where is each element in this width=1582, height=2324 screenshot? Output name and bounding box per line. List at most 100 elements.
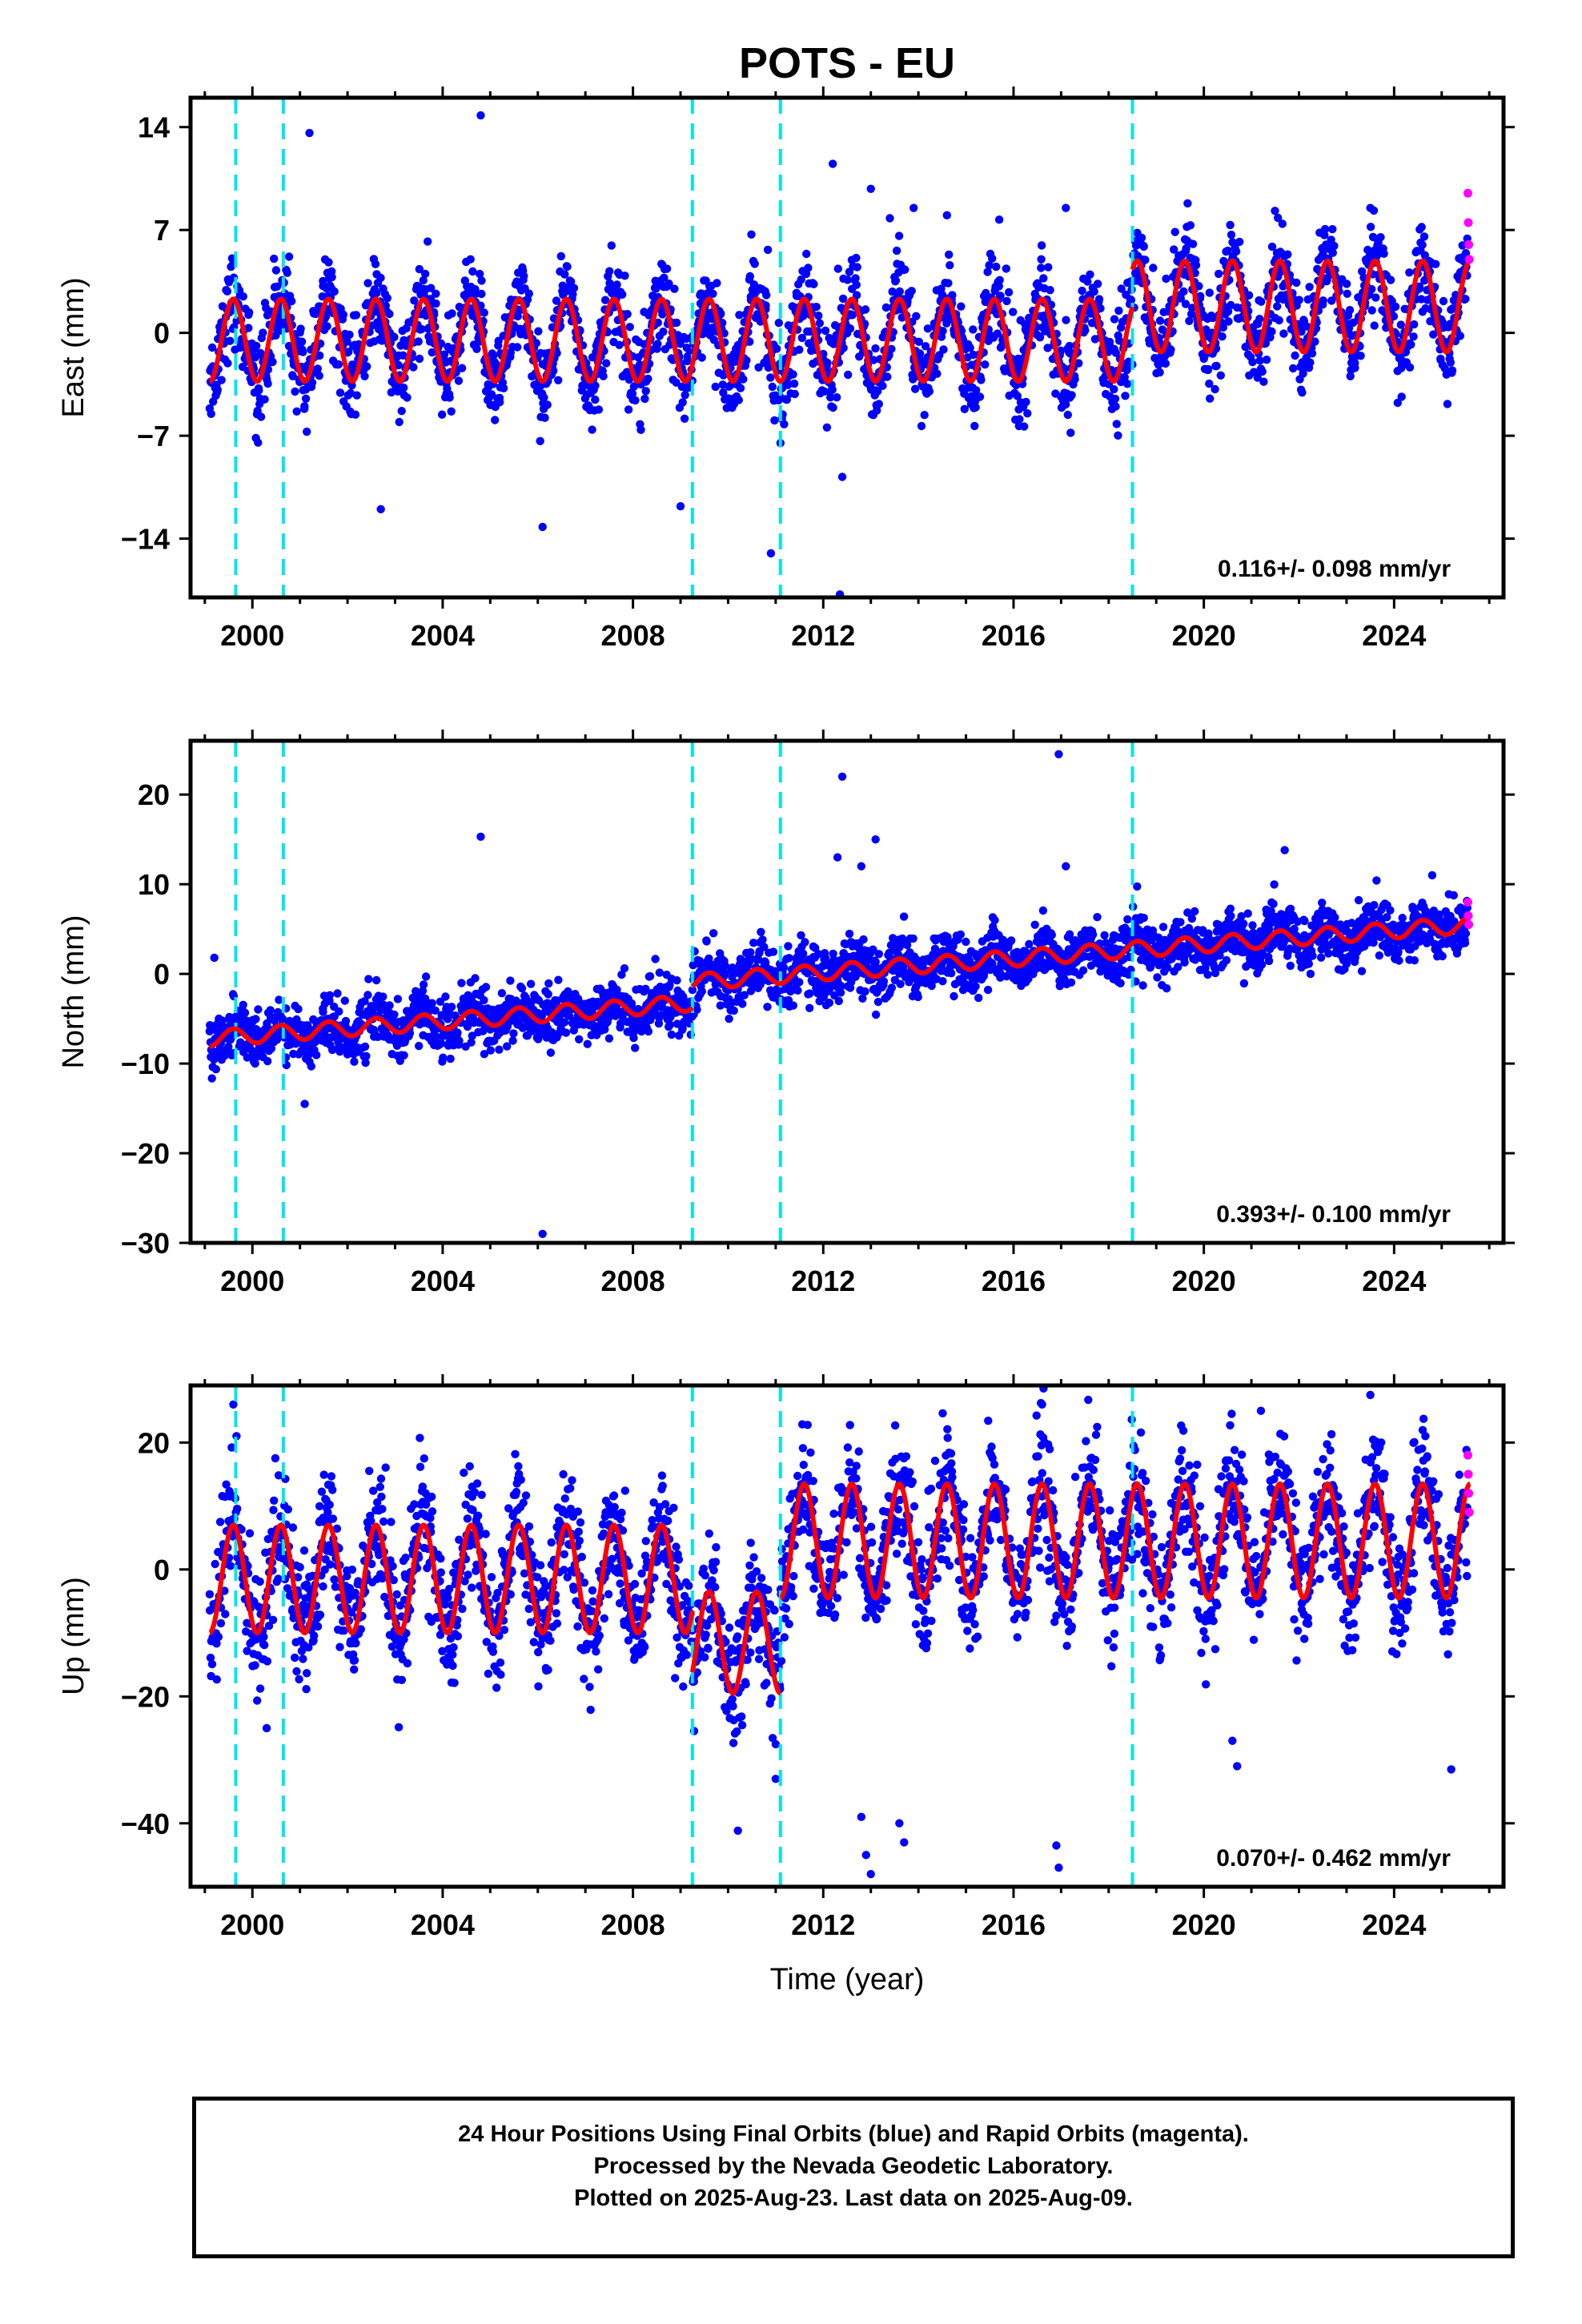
east-point [1074,359,1083,368]
north-point [702,937,711,946]
east-point [605,267,614,275]
east-point [917,421,926,431]
east-point [1319,296,1327,305]
east-point [1122,380,1132,388]
east-point [256,412,266,421]
east-point [376,273,385,283]
north-point [740,991,749,999]
east-rate-label: 0.116+/- 0.098 mm/yr [1218,556,1451,582]
north-point [651,955,660,963]
east-point [1255,315,1264,324]
east-rapid-point [1463,188,1472,198]
east-point [921,342,930,351]
east-point [662,264,672,273]
east-point [560,270,569,279]
north-point [990,915,999,925]
east-point [540,393,548,402]
north-point [486,1046,495,1055]
east-point [1224,317,1233,326]
north-point [971,982,980,991]
east-point [351,311,361,320]
east-rapid-point [1464,240,1474,250]
east-point [1343,289,1351,298]
east-point [790,389,799,399]
north-point [1180,958,1189,967]
north-point [1191,907,1199,916]
east-point [821,326,830,336]
east-point [1179,287,1188,296]
east-point [334,360,343,369]
east-point [436,339,446,348]
east-point [1456,332,1465,340]
east-outlier-point [1366,203,1375,212]
east-point [536,436,544,445]
east-point [1389,312,1399,321]
north-point [869,945,877,954]
east-point [971,403,980,412]
east-point [1283,250,1292,259]
east-point [852,280,861,289]
east-point [403,393,412,402]
east-point [1223,246,1232,255]
east-point [734,396,743,404]
east-point [1191,261,1201,270]
east-point [327,272,336,282]
east-point [1376,233,1385,242]
east-point [631,396,640,405]
east-point [745,337,754,346]
east-point [520,271,528,280]
north-point [604,1034,614,1043]
east-point [499,384,508,392]
north-point [1006,936,1016,945]
east-point [745,271,754,281]
east-point [226,336,235,345]
north-point [379,992,387,1001]
east-point [432,299,440,308]
east-point [440,350,449,359]
east-point [291,387,299,396]
east-point [524,289,533,298]
east-point [938,327,947,336]
east-point [1063,410,1073,420]
east-point [1351,364,1359,372]
north-point [211,1065,220,1074]
east-point [344,348,353,356]
north-point [746,948,755,957]
east-point [1429,330,1438,339]
north-point [534,1035,543,1043]
east-point [487,390,496,399]
east-outlier-point [376,505,385,514]
north-point [950,991,958,1001]
east-point [747,230,756,239]
east-point [1046,286,1054,295]
north-point [829,949,837,959]
east-point [1311,337,1319,346]
east-model-fit [1130,258,1472,355]
east-point [1397,392,1406,401]
north-point [439,1053,448,1062]
north-point [644,1027,653,1036]
east-point [894,231,904,240]
north-point [362,1051,371,1061]
east-point [263,365,273,374]
north-point [1176,918,1185,927]
east-point [1297,327,1306,336]
east-point [554,376,563,384]
north-point [1123,915,1132,924]
east-point [1096,304,1105,313]
east-point [1195,282,1203,291]
east-point [1253,373,1263,382]
east-point [496,398,504,407]
east-point [1358,267,1367,276]
east-point [1278,219,1287,228]
east-point [409,363,418,372]
east-point [1216,371,1226,380]
north-point [749,939,758,947]
east-point [829,403,837,412]
east-point [271,266,281,275]
north-point [561,1028,571,1037]
east-point [1083,277,1092,286]
east-point [1155,368,1164,377]
east-point [1067,391,1076,400]
